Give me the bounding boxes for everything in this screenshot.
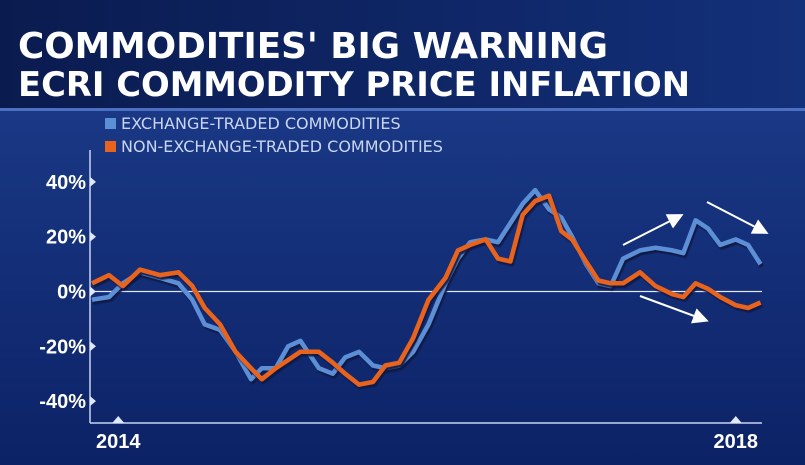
series-line [91, 193, 762, 387]
y-tick-label: 20% [46, 227, 86, 249]
legend-label: EXCHANGE-TRADED COMMODITIES [121, 114, 401, 133]
legend-swatch [105, 141, 116, 152]
title: COMMODITIES' BIG WARNING [18, 26, 608, 67]
y-tick-mark [90, 176, 96, 187]
arrow [706, 201, 769, 234]
y-tick-mark [90, 396, 96, 407]
legend-swatch [105, 118, 116, 129]
legend-label: NON-EXCHANGE-TRADED COMMODITIES [121, 137, 443, 156]
x-tick-mark [729, 416, 742, 423]
y-tick-mark [90, 286, 96, 297]
y-tick-label: 40% [46, 172, 86, 194]
y-tick-mark [90, 341, 96, 352]
series-line [91, 187, 763, 382]
arrow [622, 214, 684, 246]
x-tick-mark [112, 416, 125, 423]
header-band [0, 0, 805, 108]
x-tick-label: 2018 [714, 431, 759, 453]
y-tick-label: -40% [39, 391, 86, 413]
arrow [639, 295, 709, 324]
subtitle: ECRI COMMODITY PRICE INFLATION [18, 65, 690, 105]
header-rule [0, 108, 805, 111]
y-tick-mark [90, 231, 96, 242]
y-tick-label: -20% [39, 336, 86, 358]
y-tick-label: 0% [57, 282, 86, 304]
x-tick-label: 2014 [96, 431, 141, 453]
